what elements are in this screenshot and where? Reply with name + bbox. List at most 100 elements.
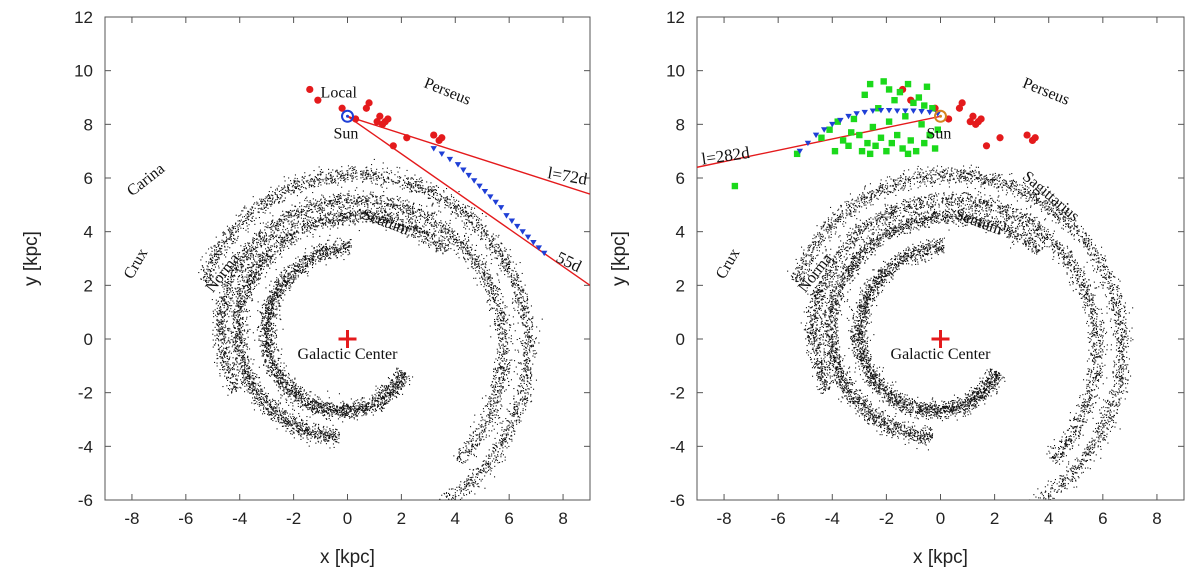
arm-dot [263,327,265,329]
arm-dot [244,364,246,366]
arm-dot [293,409,295,411]
arm-dot [286,428,288,430]
arm-dot [258,399,260,401]
arm-dot [275,325,277,327]
arm-dot [281,237,283,239]
arm-dot [396,215,398,217]
arm-dot [361,401,363,403]
arm-dot [275,335,277,337]
arm-dot [297,386,299,388]
arm-dot [332,217,334,219]
arm-dot [248,291,250,293]
arm-dot [273,291,275,293]
arm-dot [412,234,414,236]
arm-dot [322,249,324,251]
arm-dot [284,412,286,414]
arm-dot [285,280,287,282]
arm-dot [252,381,254,383]
arm-dot [431,237,433,239]
arm-dot [482,263,484,265]
arm-dot [245,362,247,364]
arm-dot [273,380,275,382]
arm-dot [272,364,274,366]
arm-dot [422,241,424,243]
arm-dot [387,377,389,379]
arm-dot [305,394,307,396]
arm-dot [397,391,399,393]
arm-dot [322,410,324,412]
arm-dot [313,258,315,260]
arm-dot [294,270,296,272]
arm-dot [330,410,332,412]
arm-dot [295,392,297,394]
arm-dot [276,346,278,348]
arm-dot [275,301,277,303]
arm-dot [326,411,328,413]
arm-dot [359,216,361,218]
arm-dot [249,291,251,293]
arm-dot [380,408,382,410]
arm-dot [350,416,352,418]
arm-dot [353,418,355,420]
arm-dot [264,360,266,362]
arm-dot [246,365,248,367]
arm-dot [385,222,387,224]
arm-dot [497,410,499,412]
arm-dot [314,224,316,226]
arm-dot [339,220,341,222]
arm-dot [221,345,223,347]
arm-dot [359,218,361,220]
arm-dot [298,429,300,431]
arm-dot [282,244,284,246]
arm-dot [385,391,387,393]
arm-dot [265,402,267,404]
arm-dot [372,396,374,398]
arm-dot [281,281,283,283]
arm-dot [289,394,291,396]
arm-dot [310,203,312,205]
arm-dot [386,221,388,223]
arm-dot [264,413,266,415]
arm-dot [292,234,294,236]
arm-dot [267,413,269,415]
arm-dot [427,231,429,233]
arm-dot [277,292,279,294]
arm-dot [274,359,276,361]
arm-dot [400,373,402,375]
arm-dot [291,392,293,394]
arm-dot [246,332,248,334]
arm-dot [294,399,296,401]
arm-dot [311,402,313,404]
arm-dot [240,365,242,367]
arm-dot [247,324,249,326]
arm-dot [371,404,373,406]
arm-dot [326,255,328,257]
arm-dot [269,296,271,298]
arm-dot [393,385,395,387]
arm-dot [372,222,374,224]
arm-dot [217,312,219,314]
arm-dot [273,243,275,245]
arm-dot [404,380,406,382]
arm-dot [334,413,336,415]
arm-dot [258,393,260,395]
arm-dot [269,369,271,371]
arm-dot [284,379,286,381]
arm-dot [236,319,238,321]
arm-dot [407,235,409,237]
arm-dot [373,397,375,399]
arm-dot [341,410,343,412]
arm-dot [281,245,283,247]
arm-dot [317,251,319,253]
arm-dot [360,409,362,411]
arm-dot [433,234,435,236]
arm-dot [258,366,260,368]
arm-dot [267,318,269,320]
arm-dot [423,229,425,231]
arm-dot [385,395,387,397]
arm-dot [242,288,244,290]
arm-dot [287,265,289,267]
arm-dot [360,212,362,214]
arm-dot [240,293,242,295]
arm-dot [269,354,271,356]
